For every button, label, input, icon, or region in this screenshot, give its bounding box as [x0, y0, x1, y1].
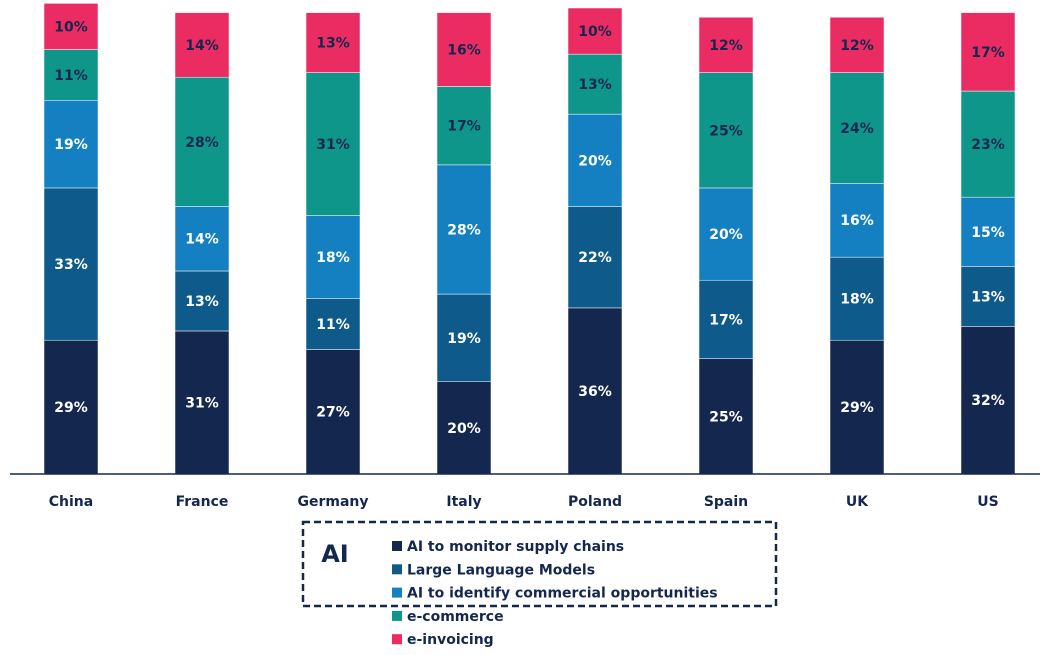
bar-segment — [698, 16, 754, 73]
bar-segment — [43, 49, 99, 101]
bar-segment — [567, 113, 623, 207]
value-label: 10% — [54, 19, 88, 35]
bar-segment — [829, 339, 885, 475]
legend-swatch — [392, 587, 402, 598]
value-label: 14% — [185, 232, 219, 248]
bar-segment — [436, 293, 492, 382]
bar-segment — [305, 72, 361, 216]
bar-segment — [829, 256, 885, 341]
value-label: 25% — [709, 409, 743, 425]
bar-segment — [43, 187, 99, 341]
value-label: 13% — [971, 289, 1005, 305]
bar-segment — [305, 12, 361, 73]
legend-group-label: AI — [321, 540, 349, 568]
value-label: 22% — [578, 250, 612, 266]
value-label: 12% — [840, 38, 874, 54]
bar-segment — [305, 349, 361, 475]
value-label: 29% — [54, 400, 88, 416]
legend-swatch — [392, 564, 402, 575]
value-label: 16% — [840, 213, 874, 229]
bar-segment — [174, 270, 230, 332]
value-label: 18% — [840, 292, 874, 308]
bar-segment — [174, 330, 230, 475]
x-tick-label: Poland — [568, 494, 622, 510]
value-label: 19% — [447, 331, 481, 347]
legend-label: AI to identify commercial opportunities — [407, 586, 718, 602]
value-label: 29% — [840, 400, 874, 416]
legend-swatch — [392, 610, 402, 621]
bar-segment — [436, 12, 492, 87]
x-tick-label: US — [977, 494, 998, 510]
value-label: 31% — [185, 395, 219, 411]
value-label: 31% — [316, 137, 350, 153]
value-label: 36% — [578, 384, 612, 400]
value-label: 11% — [54, 68, 88, 84]
bar-segment — [960, 326, 1016, 475]
value-label: 18% — [316, 250, 350, 266]
value-label: 13% — [578, 77, 612, 93]
value-label: 23% — [971, 137, 1005, 153]
value-label: 10% — [578, 24, 612, 40]
value-label: 14% — [185, 38, 219, 54]
bar-segment — [174, 12, 230, 78]
value-label: 32% — [971, 393, 1005, 409]
value-label: 28% — [447, 222, 481, 238]
value-label: 13% — [316, 36, 350, 52]
legend-swatch — [392, 634, 402, 645]
x-tick-label: Spain — [704, 494, 748, 510]
value-label: 20% — [447, 421, 481, 437]
value-label: 12% — [709, 38, 743, 54]
legend-label: Large Language Models — [407, 562, 595, 578]
bar-segment — [43, 3, 99, 50]
x-tick-label: China — [49, 494, 93, 510]
bar-segment — [174, 76, 230, 207]
x-tick-label: UK — [846, 494, 869, 510]
bar-segment — [436, 86, 492, 166]
value-label: 19% — [54, 137, 88, 153]
bar-segment — [436, 164, 492, 295]
bar-segment — [960, 12, 1016, 92]
value-label: 17% — [709, 312, 743, 328]
value-label: 20% — [709, 227, 743, 243]
bar-segment — [567, 53, 623, 115]
value-label: 25% — [709, 123, 743, 139]
bar-segment — [567, 206, 623, 309]
bar-segment — [960, 90, 1016, 198]
bar-segment — [960, 196, 1016, 267]
bar-segment — [305, 215, 361, 299]
value-label: 16% — [447, 43, 481, 59]
legend-label: e-invoicing — [407, 632, 494, 648]
bar-segment — [567, 307, 623, 475]
legend-swatch — [392, 541, 402, 551]
bar-segment — [567, 7, 623, 55]
bar-segment — [698, 72, 754, 189]
value-label: 13% — [185, 294, 219, 310]
value-label: 17% — [971, 45, 1005, 61]
value-label: 11% — [316, 317, 350, 333]
x-tick-label: Germany — [297, 494, 368, 510]
value-label: 17% — [447, 119, 481, 135]
value-label: 20% — [578, 153, 612, 169]
bar-segment — [829, 16, 885, 73]
bar-segment — [698, 187, 754, 281]
bar-segment — [305, 298, 361, 350]
legend-label: e-commerce — [407, 609, 504, 625]
value-label: 27% — [316, 405, 350, 421]
bar-segment — [698, 279, 754, 359]
value-label: 15% — [971, 225, 1005, 241]
value-label: 24% — [840, 121, 874, 137]
legend-label: AI to monitor supply chains — [407, 539, 624, 555]
legend-group-box — [301, 520, 778, 608]
value-label: 33% — [54, 257, 88, 273]
bar-segment — [174, 206, 230, 272]
x-tick-label: Italy — [446, 494, 481, 510]
bar-segment — [698, 358, 754, 475]
bar-segment — [960, 266, 1016, 327]
bar-segment — [43, 100, 99, 189]
value-label: 28% — [185, 135, 219, 151]
x-tick-label: France — [176, 494, 229, 510]
